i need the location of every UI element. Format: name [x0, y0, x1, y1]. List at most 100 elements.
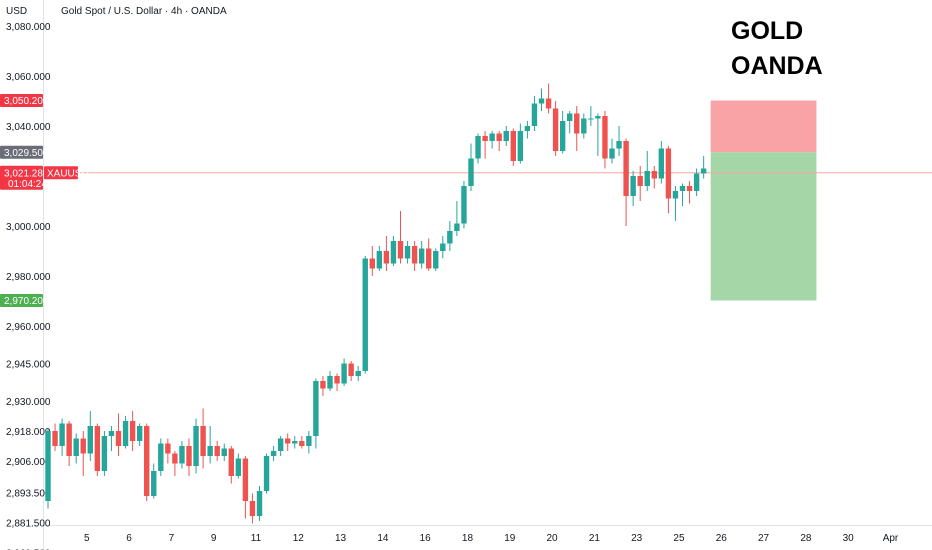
- y-tick-label: 2,869.500: [6, 548, 51, 550]
- candle-body: [397, 241, 404, 259]
- ticker-tag-label: XAUUSD: [47, 168, 89, 179]
- y-tick-label: 3,080.000: [6, 22, 51, 33]
- candle-body: [595, 116, 601, 119]
- candle-body: [567, 113, 573, 121]
- candle-body: [426, 248, 432, 269]
- candle-body: [122, 421, 129, 446]
- candle-body: [517, 131, 524, 161]
- candle-body: [665, 148, 672, 199]
- candle-body: [249, 501, 256, 516]
- candle-body: [158, 443, 164, 471]
- candle-body: [285, 438, 291, 444]
- candle-body: [193, 426, 199, 466]
- x-tick-label: 30: [843, 533, 855, 544]
- candle-body: [66, 423, 72, 456]
- candle-body: [87, 426, 93, 454]
- candle-body: [454, 223, 460, 231]
- candle-body: [531, 103, 538, 126]
- candle-body: [588, 118, 594, 120]
- candle-body: [376, 251, 383, 269]
- x-tick-label: 23: [631, 533, 643, 544]
- stop-loss-zone: [710, 100, 817, 153]
- candle-body: [433, 251, 439, 269]
- x-tick-label: 19: [504, 533, 516, 544]
- candle-body: [172, 453, 178, 464]
- x-tick-label: 25: [673, 533, 685, 544]
- candle-body: [411, 246, 418, 264]
- candle-body: [362, 258, 368, 371]
- candle-body: [679, 186, 686, 191]
- candle-body: [545, 98, 552, 109]
- candle-body: [574, 113, 580, 134]
- candle-body: [559, 121, 566, 151]
- candle-body: [242, 458, 249, 501]
- candle-body: [581, 118, 587, 134]
- x-tick-label: 11: [251, 533, 262, 544]
- x-tick-label: Apr: [883, 533, 899, 544]
- candle-body: [538, 98, 545, 104]
- candle-body: [651, 171, 657, 179]
- candles: [45, 83, 707, 524]
- candle-body: [496, 133, 502, 141]
- candle-body: [418, 248, 425, 264]
- candle-body: [348, 363, 354, 376]
- ticker-tag-bg: [44, 166, 78, 180]
- candle-body: [404, 246, 411, 259]
- y-tick-label: 2,980.000: [6, 272, 51, 283]
- target-badge-bg: [0, 294, 43, 307]
- y-axis-ticks: 3,080.000 3,060.000 3,040.000 3,000.000 2,98…: [6, 22, 51, 550]
- symbol-title: Gold Spot / U.S. Dollar · 4h · OANDA: [61, 6, 227, 17]
- candle-body: [644, 171, 650, 186]
- candle-body: [129, 421, 136, 441]
- y-tick-label: 3,000.000: [6, 222, 51, 233]
- currency-label: USD: [6, 6, 27, 17]
- candle-body: [221, 448, 227, 456]
- candle-body: [313, 381, 319, 436]
- candle-body: [59, 423, 65, 446]
- candle-body: [383, 251, 390, 264]
- position-zones: [44, 100, 932, 301]
- candle-body: [207, 446, 213, 456]
- entry-badge-label: 3,029.500: [4, 148, 49, 159]
- candle-body: [461, 186, 467, 224]
- candle-body: [447, 231, 453, 244]
- candle-body: [270, 451, 277, 456]
- stop-badge-bg: [0, 94, 43, 107]
- candle-body: [700, 168, 707, 174]
- candle-body: [263, 456, 270, 491]
- x-tick-label: 28: [800, 533, 812, 544]
- candle-body: [108, 431, 115, 436]
- x-tick-label: 26: [716, 533, 728, 544]
- candle-body: [200, 426, 206, 456]
- candle-body: [214, 446, 220, 456]
- candle-body: [292, 441, 298, 444]
- candle-body: [299, 441, 305, 446]
- y-tick-label: 2,906.000: [6, 457, 51, 468]
- target-badge-label: 2,970.200: [4, 296, 49, 307]
- entry-badge-bg: [0, 145, 43, 159]
- y-tick-label: 3,060.000: [6, 72, 51, 83]
- x-tick-label: 27: [758, 533, 770, 544]
- candle-body: [609, 148, 615, 159]
- x-tick-label: 9: [211, 533, 217, 544]
- x-tick-label: 14: [377, 533, 389, 544]
- candle-body: [369, 258, 375, 269]
- candle-body: [489, 133, 495, 141]
- candle-body: [503, 131, 509, 141]
- x-axis-ticks: 5 6 7 9 11 12 13 14 16 18 19 20 21 23 25 26 27 28 30 Apr: [84, 533, 899, 544]
- x-tick-label: 12: [293, 533, 305, 544]
- y-tick-label: 2,881.500: [6, 518, 51, 529]
- y-tick-label: 2,918.000: [6, 427, 51, 438]
- candle-body: [552, 108, 559, 151]
- candle-body: [228, 448, 234, 476]
- x-tick-label: 16: [420, 533, 432, 544]
- candle-body: [320, 381, 326, 389]
- x-tick-label: 6: [126, 533, 132, 544]
- x-tick-label: 21: [589, 533, 601, 544]
- candle-body: [144, 426, 150, 496]
- x-tick-label: 13: [335, 533, 347, 544]
- candle-body: [672, 191, 679, 199]
- candle-body: [468, 158, 474, 186]
- candle-body: [355, 371, 361, 376]
